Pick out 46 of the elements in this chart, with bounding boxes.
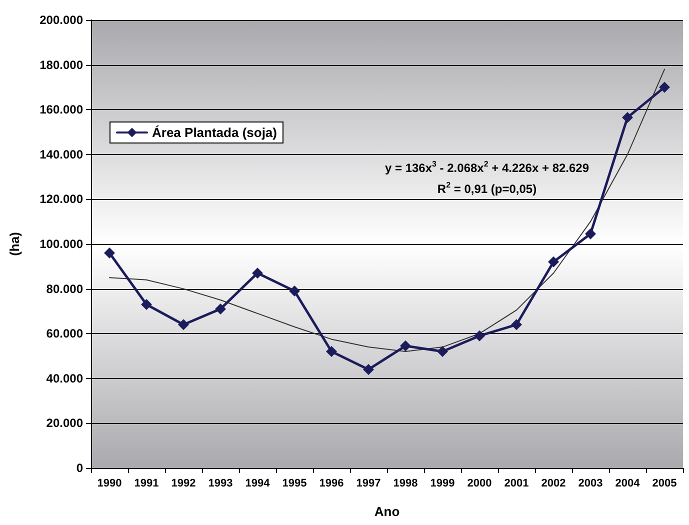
x-tick-label: 1999 [430, 478, 455, 490]
y-tick-label: 100.000 [40, 237, 84, 251]
point [511, 319, 522, 330]
x-tick-label: 1998 [393, 478, 418, 490]
point [585, 228, 596, 240]
y-tick-label: 80.000 [46, 282, 84, 296]
x-tick-label: 1997 [356, 478, 381, 490]
point [474, 330, 485, 342]
y-tick-label: 0 [76, 461, 84, 475]
point [659, 82, 670, 93]
x-tick-label: 1995 [282, 478, 307, 490]
y-tick-label: 40.000 [46, 371, 84, 386]
point [104, 247, 115, 258]
point [215, 303, 226, 314]
point [141, 298, 152, 310]
x-tick-label: 2002 [541, 478, 566, 490]
point [437, 346, 448, 358]
point [622, 112, 633, 123]
x-tick-label: 2004 [615, 478, 641, 490]
x-tick-label: 2003 [578, 478, 603, 490]
point [178, 319, 189, 330]
y-tick-label: 60.000 [46, 326, 84, 341]
x-tick-label: 1992 [171, 478, 196, 490]
point [289, 286, 300, 297]
point [252, 268, 263, 279]
y-tick-label: 200.000 [40, 13, 84, 27]
x-tick-label: 2005 [652, 478, 677, 490]
y-tick-label: 180.000 [40, 58, 84, 72]
x-tick-label: 1994 [245, 478, 271, 490]
point [326, 346, 337, 358]
point [363, 364, 374, 375]
legend-label: Área Plantada (soja) [152, 125, 277, 140]
x-tick-label: 2000 [467, 478, 492, 490]
x-tick-label: 1990 [97, 478, 122, 490]
x-tick-label: 1993 [208, 478, 233, 490]
y-tick-label: 20.000 [46, 416, 84, 430]
point [548, 256, 559, 268]
y-tick-label: 140.000 [40, 147, 84, 162]
x-tick-label: 1991 [134, 478, 159, 490]
point [400, 340, 411, 352]
x-tick-label: 2001 [504, 478, 529, 490]
x-axis-title: Ano [374, 504, 400, 519]
y-axis-title: (ha) [7, 232, 22, 256]
y-tick-label: 160.000 [40, 102, 84, 117]
x-tick-label: 1996 [319, 478, 344, 490]
y-tick-label: 120.000 [40, 192, 84, 206]
